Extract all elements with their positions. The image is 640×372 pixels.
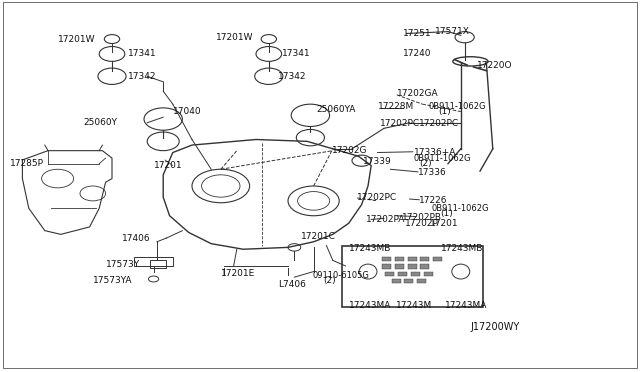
Text: 0B911-1062G: 0B911-1062G <box>432 204 490 213</box>
Text: 17285P: 17285P <box>10 159 44 168</box>
Text: 09110-6105G: 09110-6105G <box>312 271 369 280</box>
Bar <box>408 264 417 269</box>
Text: 17040: 17040 <box>173 107 202 116</box>
Bar <box>382 264 391 269</box>
Bar <box>433 257 442 261</box>
Text: 17573YA: 17573YA <box>93 276 132 285</box>
Bar <box>408 257 417 261</box>
Text: 17243M: 17243M <box>396 301 432 310</box>
Text: 17201W: 17201W <box>58 35 95 44</box>
Text: 17341: 17341 <box>128 49 157 58</box>
Text: 17202PC: 17202PC <box>419 119 460 128</box>
Bar <box>420 257 429 261</box>
Text: 17342: 17342 <box>278 72 307 81</box>
Text: 17220O: 17220O <box>477 61 512 70</box>
Text: 25060YA: 25060YA <box>317 105 356 114</box>
Bar <box>342 246 483 307</box>
Bar <box>398 272 407 276</box>
Text: 17341: 17341 <box>282 49 310 58</box>
Bar <box>382 257 391 261</box>
Text: 17573Y: 17573Y <box>106 260 140 269</box>
Text: 17202PC: 17202PC <box>357 193 397 202</box>
Text: (2): (2) <box>419 159 432 168</box>
Bar <box>385 272 394 276</box>
Text: 0B911-1062G: 0B911-1062G <box>429 102 486 110</box>
Bar <box>392 279 401 283</box>
Text: 17201W: 17201W <box>216 33 254 42</box>
Text: 17339: 17339 <box>363 157 392 166</box>
Bar <box>420 264 429 269</box>
Bar <box>134 257 173 266</box>
Text: 17201: 17201 <box>430 219 459 228</box>
Text: 17240: 17240 <box>403 49 432 58</box>
Text: 17243MA: 17243MA <box>349 301 391 310</box>
Text: 17201E: 17201E <box>221 269 255 278</box>
Text: 17202PA: 17202PA <box>366 215 406 224</box>
Bar <box>417 279 426 283</box>
Bar <box>411 272 420 276</box>
Text: 17336+A: 17336+A <box>414 148 456 157</box>
Bar <box>395 264 404 269</box>
Bar <box>150 260 166 268</box>
Text: 17228M: 17228M <box>378 102 414 111</box>
Text: (1): (1) <box>438 107 451 116</box>
Text: (1): (1) <box>440 209 453 218</box>
Text: 17202P: 17202P <box>405 219 439 228</box>
Text: 17243MA: 17243MA <box>445 301 487 310</box>
Text: 17202PB: 17202PB <box>402 213 442 222</box>
Text: J17200WY: J17200WY <box>470 323 520 332</box>
Text: 17571X: 17571X <box>435 27 470 36</box>
Text: L7406: L7406 <box>278 280 307 289</box>
Bar <box>404 279 413 283</box>
Bar <box>424 272 433 276</box>
Text: 25060Y: 25060Y <box>83 118 117 127</box>
Text: 17336: 17336 <box>418 169 447 177</box>
Text: 17406: 17406 <box>122 234 150 243</box>
Text: 17201C: 17201C <box>301 232 335 241</box>
Bar <box>395 257 404 261</box>
Text: (2): (2) <box>323 276 336 285</box>
Text: 17243MB: 17243MB <box>349 244 391 253</box>
Text: 17202G: 17202G <box>332 146 367 155</box>
Text: 17202GA: 17202GA <box>397 89 438 98</box>
Text: 17202PC: 17202PC <box>380 119 420 128</box>
Text: 0B911-1062G: 0B911-1062G <box>413 154 471 163</box>
Text: 17201: 17201 <box>154 161 182 170</box>
Text: 17243MB: 17243MB <box>441 244 483 253</box>
Text: 17251: 17251 <box>403 29 432 38</box>
Text: 17226: 17226 <box>419 196 448 205</box>
Text: 17342: 17342 <box>128 72 157 81</box>
